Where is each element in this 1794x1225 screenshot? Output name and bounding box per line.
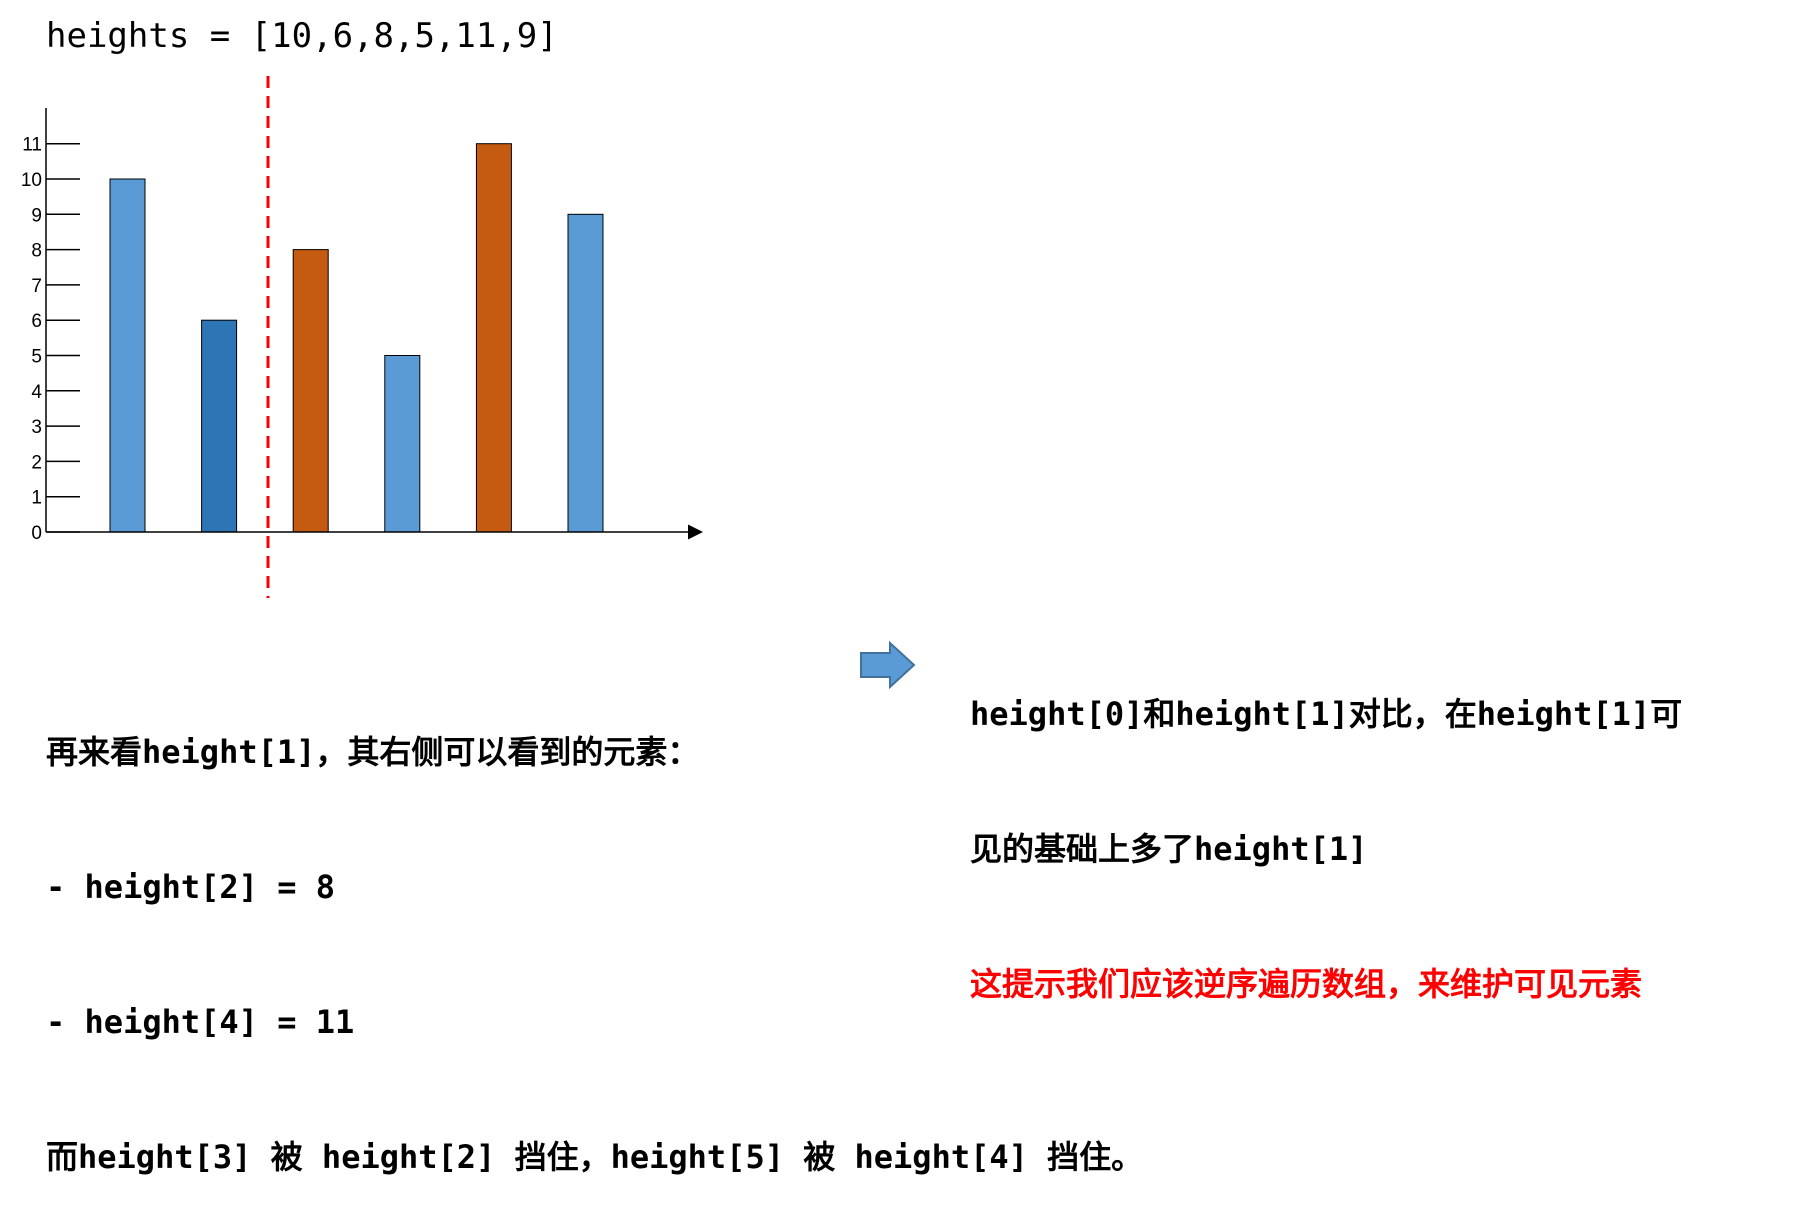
left-line-1: 再来看height[1]，其右侧可以看到的元素： <box>46 733 700 771</box>
y-tick-label: 2 <box>31 452 42 473</box>
y-tick-label: 5 <box>31 347 42 368</box>
right-line-2: 见的基础上多了height[1] <box>970 830 1368 868</box>
bars-group <box>109 143 604 533</box>
right-arrow-icon <box>860 640 916 690</box>
y-tick-label: 7 <box>31 276 42 297</box>
right-explanation: height[0]和height[1]对比，在height[1]可 见的基础上多… <box>970 602 1682 1052</box>
y-tick-label: 0 <box>31 523 42 544</box>
y-tick-label: 8 <box>31 241 42 262</box>
bar-2 <box>292 249 329 533</box>
bar-1 <box>201 319 238 533</box>
bar-0 <box>109 178 146 533</box>
bar-5 <box>567 213 604 533</box>
y-tick-label: 11 <box>22 135 42 156</box>
y-tick-label: 1 <box>31 488 42 509</box>
left-line-4: 而height[3] 被 height[2] 挡住，height[5] 被 he… <box>46 1138 1144 1176</box>
right-line-1: height[0]和height[1]对比，在height[1]可 <box>970 695 1683 733</box>
y-tick-label: 3 <box>31 417 42 438</box>
y-tick-label: 10 <box>21 170 42 191</box>
highlight-conclusion: 这提示我们应该逆序遍历数组，来维护可见元素 <box>970 965 1643 1003</box>
y-axis-ticks: 0 1 2 3 4 5 6 7 8 9 10 11 <box>21 135 80 544</box>
bar-chart: 0 1 2 3 4 5 6 7 8 9 10 11 <box>21 76 703 598</box>
bar-4 <box>475 143 512 533</box>
y-tick-label: 6 <box>31 311 42 332</box>
y-tick-label: 4 <box>31 382 42 403</box>
y-tick-label: 9 <box>31 205 42 226</box>
bar-3 <box>384 355 421 533</box>
heights-array-label: heights = [10,6,8,5,11,9] <box>46 16 558 56</box>
